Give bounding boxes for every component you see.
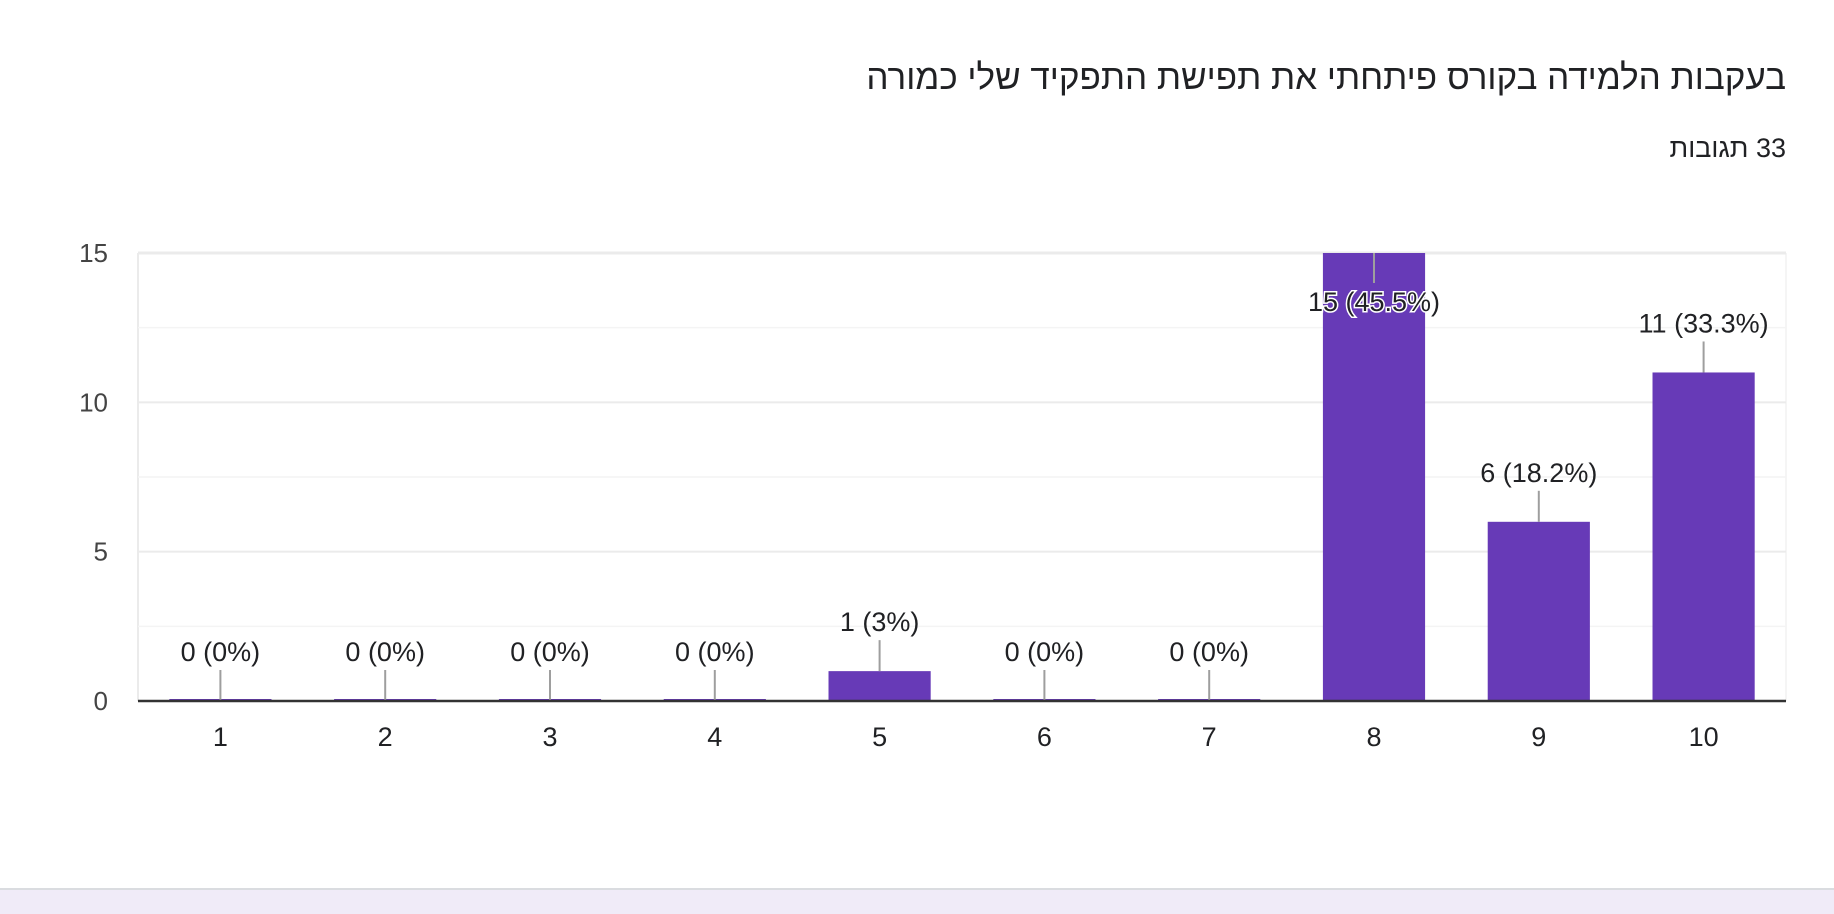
bar-10 (1652, 372, 1755, 701)
x-axis-labels: 1 2 3 4 5 6 7 8 9 10 (213, 722, 1719, 752)
y-axis-ticks: 0 5 10 15 (79, 238, 108, 716)
response-count: 33 תגובות (1669, 133, 1786, 163)
x-tick-label: 8 (1366, 722, 1381, 752)
x-tick-label: 4 (707, 722, 722, 752)
chart-title: בעקבות הלמידה בקורס פיתחתי את תפישת התפק… (866, 58, 1786, 97)
data-label: 15 (45.5%) (1308, 287, 1440, 317)
x-tick-label: 5 (872, 722, 887, 752)
x-tick-label: 9 (1531, 722, 1546, 752)
x-tick-label: 3 (542, 722, 557, 752)
x-tick-label: 1 (213, 722, 228, 752)
x-tick-label: 2 (378, 722, 393, 752)
y-tick-label: 0 (94, 686, 108, 716)
data-label: 0 (0%) (1005, 637, 1085, 667)
y-tick-label: 10 (79, 387, 108, 417)
data-label: 0 (0%) (510, 637, 590, 667)
data-label: 0 (0%) (1169, 637, 1249, 667)
data-label: 0 (0%) (181, 637, 261, 667)
y-tick-label: 15 (79, 238, 108, 268)
x-tick-label: 6 (1037, 722, 1052, 752)
footer-bar (0, 888, 1834, 914)
data-label: 11 (33.3%) (1639, 308, 1769, 338)
data-label: 0 (0%) (345, 637, 425, 667)
data-labels: 0 (0%) 0 (0%) 0 (0%) 0 (0%) 1 (3%) 0 (0%) 0 (0… (181, 253, 1769, 701)
x-tick-label: 10 (1689, 722, 1719, 752)
bar-9 (1487, 521, 1590, 701)
data-label: 6 (18.2%) (1480, 458, 1597, 488)
bar-8 (1322, 253, 1426, 701)
bar-5 (828, 671, 931, 701)
data-label: 0 (0%) (675, 637, 755, 667)
x-tick-label: 7 (1202, 722, 1217, 752)
y-tick-label: 5 (94, 537, 108, 567)
data-label: 1 (3%) (840, 607, 920, 637)
